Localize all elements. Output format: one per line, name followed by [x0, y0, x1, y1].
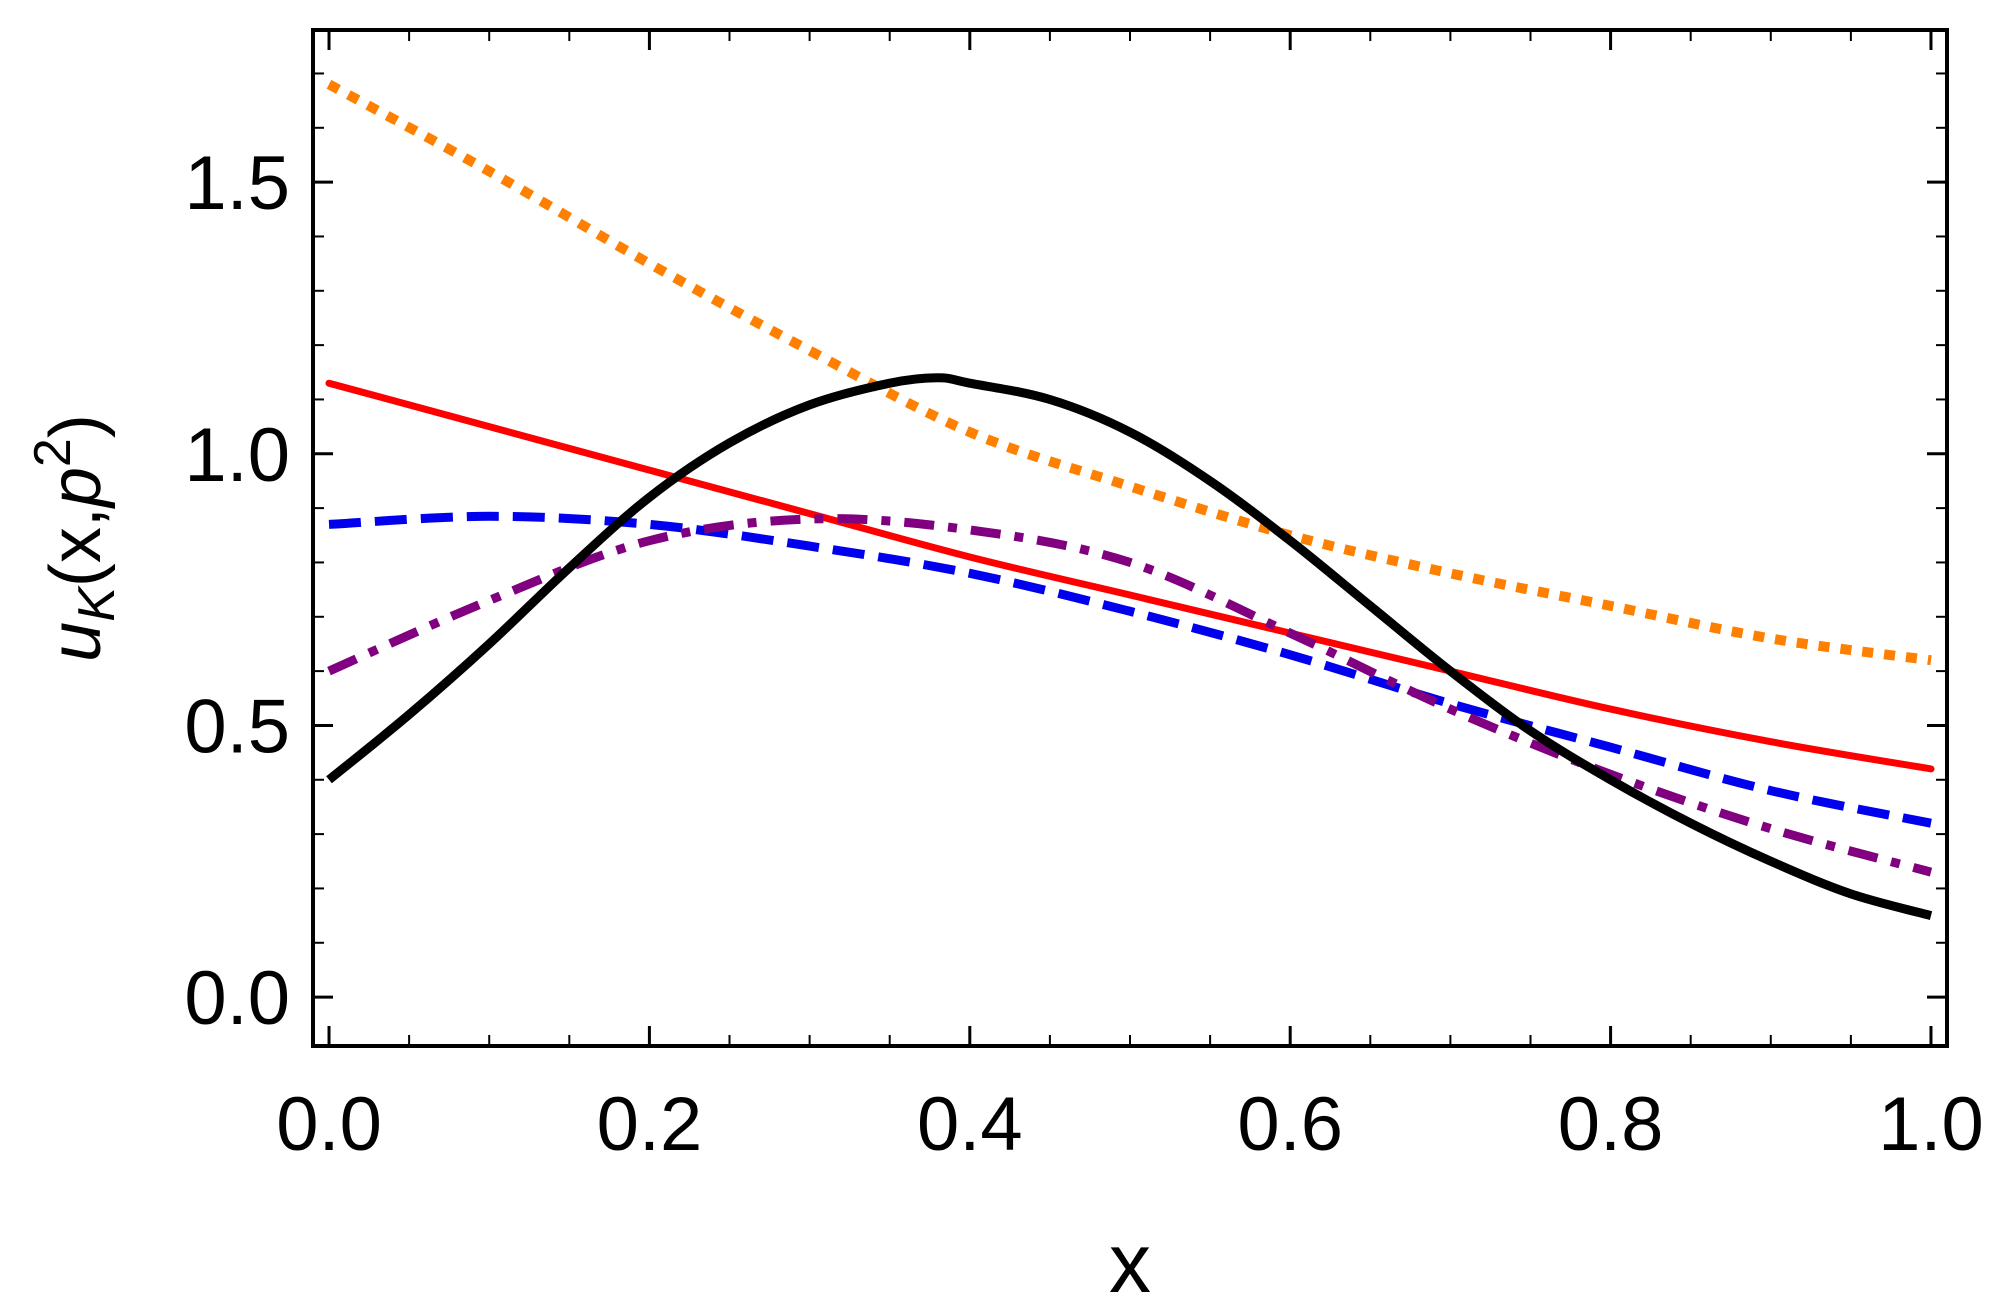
y-tick-label: 1.5: [184, 141, 290, 226]
y-axis-title-p: p: [36, 467, 116, 509]
y-axis-title: uK(x,p2): [24, 414, 126, 662]
series-line-5: [326, 373, 1933, 920]
x-tick-label: 0.2: [597, 1082, 703, 1167]
y-tick-label: 0.0: [184, 956, 290, 1041]
x-tick-label: 0.0: [276, 1082, 382, 1167]
series-line-2: [325, 379, 1935, 773]
series-line-1: [326, 79, 1932, 666]
x-tick-label: 0.6: [1237, 1082, 1343, 1167]
y-axis-title-args-close: ): [36, 414, 116, 438]
series-layer: [325, 79, 1935, 920]
tick-labels-layer: 0.0 0.2 0.4 0.6 0.8 1.0 0.0 0.5 1.0 1.5: [184, 141, 1983, 1167]
y-axis-title-superscript: 2: [24, 438, 82, 467]
x-axis-title: x: [1109, 1216, 1151, 1309]
y-axis-title-args-open: (x,: [36, 507, 116, 587]
y-tick-label: 1.0: [184, 413, 290, 498]
x-tick-label: 1.0: [1878, 1082, 1984, 1167]
y-axis-title-base: u: [36, 622, 116, 662]
series-line-3: [328, 511, 1932, 828]
series-line-4: [327, 514, 1933, 877]
y-axis-title-subscript: K: [68, 585, 126, 622]
x-tick-label: 0.4: [917, 1082, 1023, 1167]
x-tick-label: 0.8: [1558, 1082, 1664, 1167]
ticks-layer: [313, 30, 1947, 1046]
y-tick-label: 0.5: [184, 684, 290, 769]
plot-frame: [311, 28, 1949, 1048]
